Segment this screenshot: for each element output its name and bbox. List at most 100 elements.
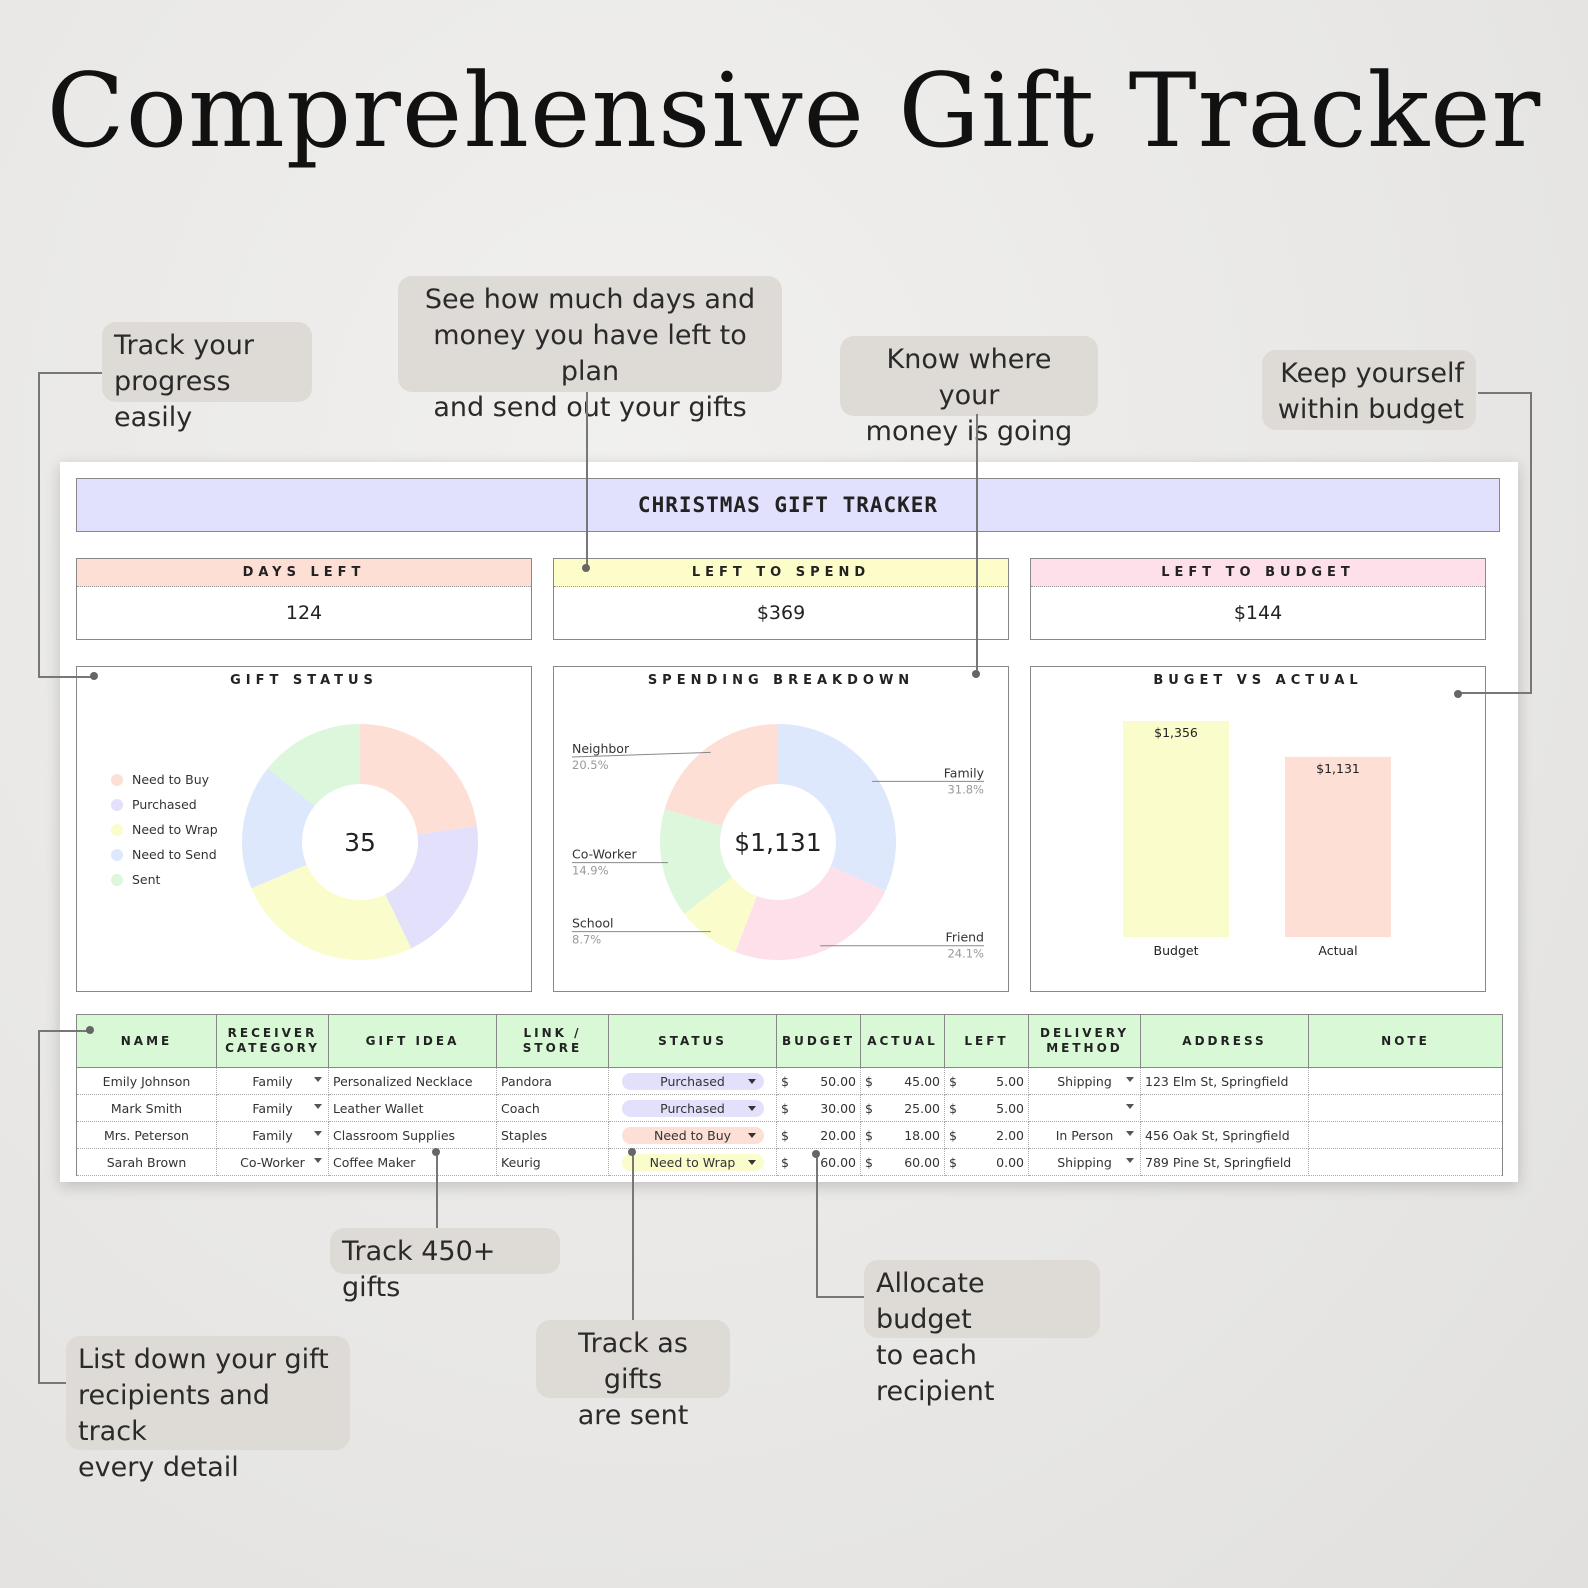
store-cell[interactable]: Coach [496,1094,609,1122]
sheet-title: CHRISTMAS GIFT TRACKER [76,478,1500,532]
column-header-line: RECEIVER [227,1026,318,1040]
currency-symbol: $ [781,1073,789,1089]
currency-symbol: $ [865,1127,873,1143]
delivery-dropdown[interactable]: In Person [1028,1121,1141,1149]
legend-swatch [111,799,123,811]
store-cell[interactable]: Staples [496,1121,609,1149]
slice-percent: 31.8% [947,782,984,796]
gift-idea-cell[interactable]: Leather Wallet [328,1094,497,1122]
table-row: Mark Smith Family Leather Wallet Coach Purch… [76,1094,1503,1122]
gift-status-panel: GIFT STATUS 35 Need to Buy Purchased Need t… [76,666,532,992]
store-cell[interactable]: Pandora [496,1067,609,1095]
status-cell[interactable]: Need to Wrap [608,1148,777,1176]
slice-percent: 24.1% [947,947,984,961]
status-value: Purchased [660,1073,725,1089]
legend-swatch [111,874,123,886]
category-dropdown[interactable]: Family [216,1121,329,1149]
status-cell[interactable]: Purchased [608,1094,777,1122]
address-cell[interactable]: 456 Oak St, Springfield [1140,1121,1309,1149]
address-cell[interactable] [1140,1094,1309,1122]
category-value: Family [252,1127,293,1143]
name-cell[interactable]: Mrs. Peterson [76,1121,217,1149]
currency-symbol: $ [949,1154,957,1170]
note-cell[interactable] [1308,1067,1503,1095]
actual-cell[interactable]: $45.00 [860,1067,945,1095]
table-body: Emily Johnson Family Personalized Necklace… [76,1067,1503,1176]
callout-sent: Track as gifts are sent [536,1320,730,1431]
left-cell[interactable]: $0.00 [944,1148,1029,1176]
callout-line: progress easily [114,366,231,433]
label-leader [571,751,711,758]
status-cell[interactable]: Need to Buy [608,1121,777,1149]
donut-center-label: $1,131 [734,828,821,857]
amount: 5.00 [996,1100,1024,1116]
address-cell[interactable]: 789 Pine St, Springfield [1140,1148,1309,1176]
connector-line [816,1154,818,1298]
left-cell[interactable]: $2.00 [944,1121,1029,1149]
category-dropdown[interactable]: Family [216,1067,329,1095]
category-value: Family [252,1073,293,1089]
slice-percent: 8.7% [572,933,601,947]
gift-idea-cell[interactable]: Classroom Supplies [328,1121,497,1149]
status-dropdown[interactable]: Purchased [621,1072,764,1090]
pie-slice [664,724,778,826]
status-value: Purchased [660,1100,725,1116]
connector-line [38,676,94,678]
connector-dot [432,1148,440,1156]
callout-progress: Track your progress easily [102,322,312,433]
callout-budget: Keep yourself within budget [1262,350,1476,430]
column-header-line: METHOD [1046,1041,1123,1055]
store-cell[interactable]: Keurig [496,1148,609,1176]
amount: 60.00 [820,1154,856,1170]
panel-title: BUGET VS ACTUAL [1153,673,1363,688]
column-header: RECEIVER CATEGORY [216,1014,329,1068]
money-value: $5.00 [949,1074,1024,1089]
actual-cell[interactable]: $60.00 [860,1148,945,1176]
budget-cell[interactable]: $20.00 [776,1121,861,1149]
category-dropdown[interactable]: Family [216,1094,329,1122]
status-dropdown[interactable]: Purchased [621,1099,764,1117]
gift-idea-cell[interactable]: Coffee Maker [328,1148,497,1176]
gift-table: NAME RECEIVER CATEGORY GIFT IDEA LINK / STORE… [76,1014,1503,1176]
left-cell[interactable]: $5.00 [944,1067,1029,1095]
name-cell[interactable]: Sarah Brown [76,1148,217,1176]
note-cell[interactable] [1308,1148,1503,1176]
budget-cell[interactable]: $50.00 [776,1067,861,1095]
amount: 18.00 [904,1127,940,1143]
tracker-sheet: CHRISTMAS GIFT TRACKER DAYS LEFT 124 LEF… [60,462,1518,1182]
donut-center-label: 35 [344,828,376,857]
stat-value: $144 [1233,602,1283,624]
budget-panel: BUGET VS ACTUAL $1,356 Budget $1,131 Actual [1030,666,1486,992]
status-dropdown[interactable]: Need to Buy [621,1126,764,1144]
note-cell[interactable] [1308,1121,1503,1149]
delivery-value: In Person [1055,1127,1114,1143]
connector-dot [582,564,590,572]
address-cell[interactable]: 123 Elm St, Springfield [1140,1067,1309,1095]
delivery-dropdown[interactable]: Shipping [1028,1067,1141,1095]
gift-idea-cell[interactable]: Personalized Necklace [328,1067,497,1095]
name-cell[interactable]: Emily Johnson [76,1067,217,1095]
slice-label: School [572,916,614,931]
actual-cell[interactable]: $18.00 [860,1121,945,1149]
currency-symbol: $ [865,1100,873,1116]
callout-line: Track 450+ gifts [342,1236,496,1303]
left-cell[interactable]: $5.00 [944,1094,1029,1122]
note-cell[interactable] [1308,1094,1503,1122]
callout-line: within budget [1277,394,1464,425]
status-cell[interactable]: Purchased [608,1067,777,1095]
budget-cell[interactable]: $30.00 [776,1094,861,1122]
stat-value: 124 [285,602,323,624]
category-dropdown[interactable]: Co-Worker [216,1148,329,1176]
actual-cell[interactable]: $25.00 [860,1094,945,1122]
status-dropdown[interactable]: Need to Wrap [621,1153,764,1171]
delivery-dropdown[interactable] [1028,1094,1141,1122]
amount: 2.00 [996,1127,1024,1143]
amount: 0.00 [996,1154,1024,1170]
callout-days-money: See how much days and money you have lef… [398,276,782,423]
callout-list: List down your gift recipients and track… [66,1336,350,1483]
delivery-dropdown[interactable]: Shipping [1028,1148,1141,1176]
status-value: Need to Wrap [649,1154,736,1170]
dropdown-caret-icon [314,1131,322,1136]
name-cell[interactable]: Mark Smith [76,1094,217,1122]
column-header-line: CATEGORY [225,1041,320,1055]
